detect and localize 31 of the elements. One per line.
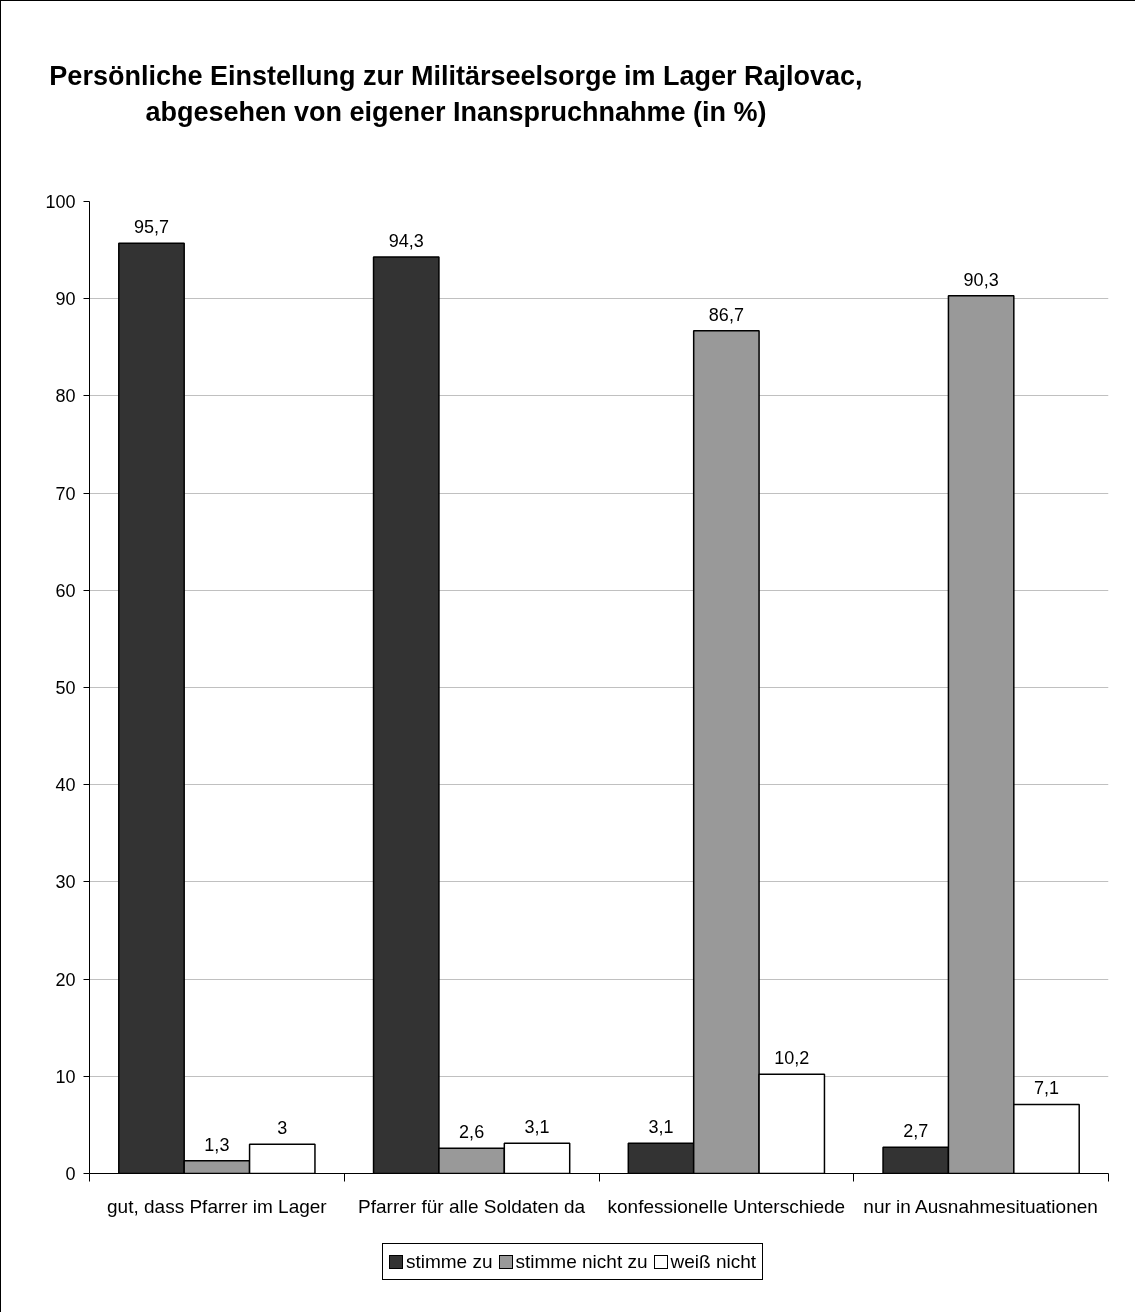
- y-tick-label: 40: [55, 775, 76, 796]
- y-tick-label: 30: [55, 872, 76, 893]
- data-label: 90,3: [963, 269, 999, 290]
- data-label: 2,6: [459, 1122, 485, 1143]
- chart-title: Persönliche Einstellung zur Militärseelsorge im Lager Rajlovac, abgesehen von eigener Inanspruchnahme (in %): [48, 60, 864, 130]
- data-label: 3,1: [648, 1117, 674, 1138]
- x-tick-label: nur in Ausnahmesituationen: [863, 1195, 1098, 1217]
- y-tick-label: 100: [45, 192, 76, 212]
- data-label: 1,3: [204, 1134, 230, 1155]
- legend-label: weiß nicht: [670, 1250, 757, 1274]
- data-label: 2,7: [903, 1121, 929, 1142]
- legend-label: stimme nicht zu: [515, 1250, 648, 1274]
- y-tick-label: 20: [55, 969, 76, 990]
- data-label: 10,2: [774, 1048, 810, 1069]
- y-tick-label: 60: [55, 580, 76, 601]
- y-tick-label: 70: [55, 483, 76, 504]
- data-label: 3: [277, 1118, 288, 1139]
- y-tick-label: 80: [55, 386, 76, 407]
- data-label: 95,7: [133, 217, 170, 238]
- y-tick-label: 90: [55, 289, 76, 310]
- x-tick-label: konfessionelle Unterschiede: [607, 1195, 846, 1217]
- data-label: 86,7: [708, 304, 744, 325]
- y-tick-label: 50: [55, 678, 76, 698]
- y-tick-label: 10: [55, 1066, 76, 1087]
- x-tick-label: gut, dass Pfarrer im Lager: [107, 1195, 328, 1217]
- data-label: 94,3: [388, 230, 424, 251]
- x-tick-label: Pfarrer für alle Soldaten da: [358, 1195, 586, 1217]
- legend-label: stimme zu: [405, 1250, 493, 1274]
- data-label: 3,1: [524, 1117, 550, 1138]
- data-label: 7,1: [1034, 1078, 1060, 1099]
- y-tick-label: 0: [65, 1164, 76, 1184]
